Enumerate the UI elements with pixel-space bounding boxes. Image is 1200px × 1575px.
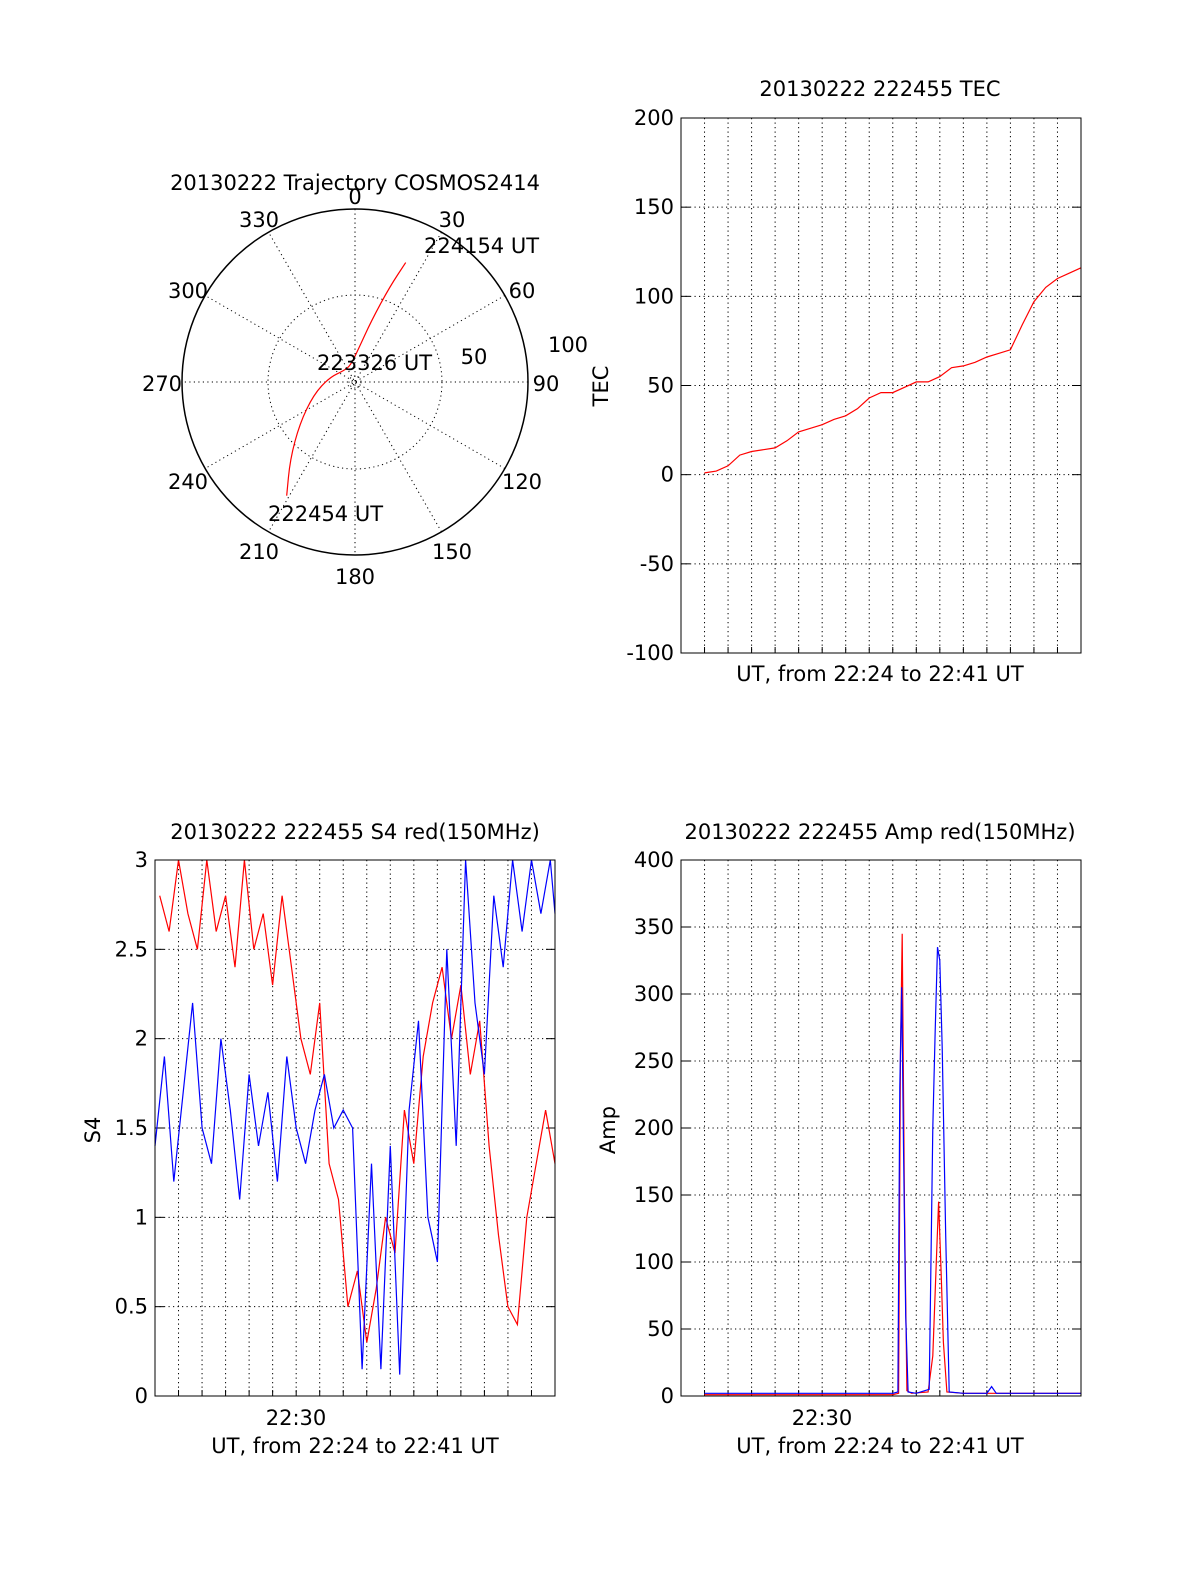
az-label-300: 300 bbox=[168, 279, 208, 303]
tec-plot-frame bbox=[680, 117, 1082, 654]
s4-title: 20130222 222455 S4 red(150MHz) bbox=[170, 820, 540, 844]
s4-plot-frame bbox=[154, 859, 556, 1397]
radial-label-50: 50 bbox=[461, 345, 488, 369]
amp-ticks bbox=[681, 859, 1081, 1397]
az-label-150: 150 bbox=[432, 540, 472, 564]
amp-title: 20130222 222455 Amp red(150MHz) bbox=[684, 820, 1075, 844]
s4-y-tick-labels: 0 0.5 1 1.5 2 2.5 3 bbox=[115, 848, 148, 1408]
annotation-mid-time: 223326 UT bbox=[317, 351, 432, 375]
polar-panel: 20130222 Trajectory COSMOS2414 0 30 60 9… bbox=[142, 171, 588, 589]
tec-ytick-label: 100 bbox=[634, 284, 674, 308]
az-label-90: 90 bbox=[533, 372, 560, 396]
s4-ylabel: S4 bbox=[81, 1117, 105, 1144]
amp-grid bbox=[681, 860, 1081, 1396]
annotation-end-time: 224154 UT bbox=[424, 234, 539, 258]
polar-spoke-60 bbox=[204, 295, 506, 469]
az-label-0: 0 bbox=[348, 185, 361, 209]
polar-spoke-150 bbox=[268, 231, 442, 533]
amp-xlabel: UT, from 22:24 to 22:41 UT bbox=[736, 1434, 1024, 1458]
az-label-120: 120 bbox=[502, 470, 542, 494]
tec-series bbox=[704, 267, 1082, 474]
amp-ytick-label: 300 bbox=[634, 982, 674, 1006]
tec-ytick-label: 0 bbox=[661, 463, 674, 487]
polar-title: 20130222 Trajectory COSMOS2414 bbox=[170, 171, 540, 195]
s4-ytick-label: 1 bbox=[135, 1205, 148, 1229]
tec-ytick-label: -100 bbox=[626, 641, 674, 665]
amp-y-tick-labels: 0 50 100 150 200 250 300 350 400 bbox=[634, 848, 674, 1408]
tec-ytick-label: -50 bbox=[640, 552, 674, 576]
s4-ticks bbox=[155, 859, 555, 1397]
az-label-180: 180 bbox=[335, 565, 375, 589]
polar-spoke-30 bbox=[268, 231, 442, 533]
tec-ticks bbox=[681, 117, 1081, 654]
s4-ytick-label: 3 bbox=[135, 848, 148, 872]
s4-ytick-label: 2 bbox=[135, 1027, 148, 1051]
az-label-330: 330 bbox=[239, 208, 279, 232]
s4-x-tick-label: 22:30 bbox=[266, 1406, 327, 1430]
tec-ylabel: TEC bbox=[589, 366, 613, 408]
tec-y-tick-labels: -100 -50 0 50 100 150 200 bbox=[626, 106, 674, 665]
polar-ring-center bbox=[348, 375, 362, 389]
amp-ytick-label: 100 bbox=[634, 1250, 674, 1274]
amp-ytick-label: 400 bbox=[634, 848, 674, 872]
az-label-270: 270 bbox=[142, 372, 182, 396]
tec-xlabel: UT, from 22:24 to 22:41 UT bbox=[736, 662, 1024, 686]
amp-series-1 bbox=[704, 946, 1081, 1394]
tec-panel: 20130222 222455 TEC -100-50050100150200 … bbox=[589, 77, 1082, 686]
radial-label-100: 100 bbox=[548, 333, 588, 357]
tec-grid bbox=[681, 118, 1081, 653]
tec-title: 20130222 222455 TEC bbox=[759, 77, 1000, 101]
s4-ytick-label: 0.5 bbox=[115, 1295, 148, 1319]
az-label-210: 210 bbox=[239, 540, 279, 564]
az-label-60: 60 bbox=[509, 279, 536, 303]
s4-series-0 bbox=[159, 859, 556, 1343]
amp-ytick-label: 150 bbox=[634, 1183, 674, 1207]
s4-ytick-label: 1.5 bbox=[115, 1116, 148, 1140]
az-label-30: 30 bbox=[439, 208, 466, 232]
amp-series-0 bbox=[704, 933, 1081, 1396]
amp-series bbox=[704, 933, 1081, 1396]
tec-ytick-label: 200 bbox=[634, 106, 674, 130]
tec-series-0 bbox=[704, 267, 1082, 474]
amp-ytick-label: 50 bbox=[647, 1317, 674, 1341]
s4-ytick-label: 0 bbox=[135, 1384, 148, 1408]
amp-plot-frame bbox=[680, 859, 1082, 1397]
polar-spoke-120 bbox=[204, 295, 506, 469]
polar-spokes bbox=[182, 209, 528, 555]
amp-ytick-label: 250 bbox=[634, 1049, 674, 1073]
s4-xlabel: UT, from 22:24 to 22:41 UT bbox=[211, 1434, 499, 1458]
s4-grid bbox=[155, 860, 555, 1396]
amp-ytick-label: 200 bbox=[634, 1116, 674, 1140]
s4-panel: 20130222 222455 S4 red(150MHz) 0 0.5 1 1.5 2… bbox=[81, 820, 556, 1458]
tec-ytick-label: 50 bbox=[647, 374, 674, 398]
annotation-start-time: 222454 UT bbox=[268, 502, 383, 526]
amp-ytick-label: 0 bbox=[661, 1384, 674, 1408]
s4-series bbox=[154, 859, 556, 1375]
az-label-240: 240 bbox=[168, 470, 208, 494]
trajectory-line bbox=[286, 262, 407, 496]
amp-x-tick-label: 22:30 bbox=[792, 1406, 853, 1430]
amp-ytick-label: 350 bbox=[634, 915, 674, 939]
tec-ytick-label: 150 bbox=[634, 195, 674, 219]
s4-series-1 bbox=[154, 859, 556, 1375]
amp-panel: 20130222 222455 Amp red(150MHz) 0 50 100 15… bbox=[596, 820, 1082, 1458]
amp-ylabel: Amp bbox=[596, 1106, 620, 1154]
s4-ytick-label: 2.5 bbox=[115, 937, 148, 961]
